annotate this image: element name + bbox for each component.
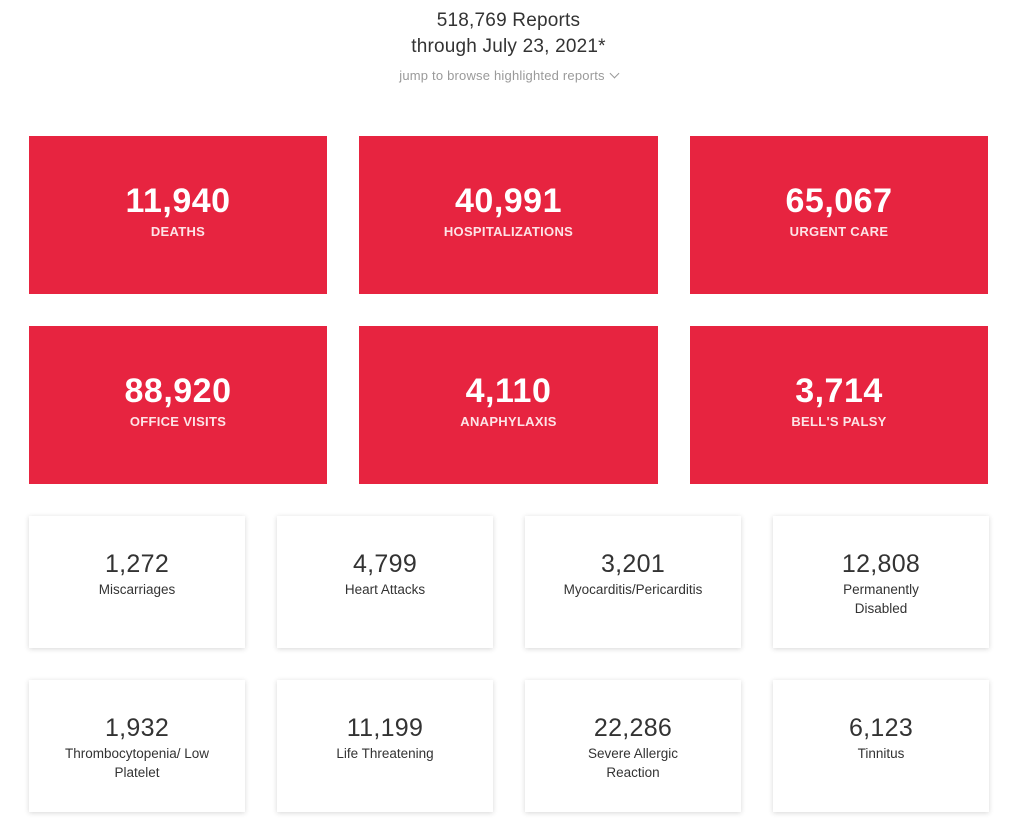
stat-value: 6,123 xyxy=(848,714,914,742)
stat-card-urgent-care[interactable]: 65,067 URGENT CARE xyxy=(690,136,988,294)
stat-card-permanently-disabled[interactable]: 12,808 Permanently Disabled xyxy=(773,516,989,648)
stat-card-hospitalizations[interactable]: 40,991 HOSPITALIZATIONS xyxy=(359,136,658,294)
stat-label: Life Threatening xyxy=(336,746,434,761)
stat-label: BELL'S PALSY xyxy=(791,414,887,429)
stat-value: 4,110 xyxy=(465,372,552,410)
jump-link-label: jump to browse highlighted reports xyxy=(399,68,605,83)
stat-label: URGENT CARE xyxy=(789,224,889,239)
stat-label: Tinnitus xyxy=(857,746,905,761)
report-date: through July 23, 2021* xyxy=(411,36,606,57)
stat-card-tinnitus[interactable]: 6,123 Tinnitus xyxy=(773,680,989,812)
stat-card-anaphylaxis[interactable]: 4,110 ANAPHYLAXIS xyxy=(359,326,658,484)
jump-to-highlighted-reports-link[interactable]: jump to browse highlighted reports xyxy=(399,68,620,83)
stat-card-myocarditis-pericarditis[interactable]: 3,201 Myocarditis/Pericarditis xyxy=(525,516,741,648)
stat-label: DEATHS xyxy=(150,224,206,239)
stat-label: Heart Attacks xyxy=(344,582,426,597)
stat-value: 1,932 xyxy=(104,714,170,742)
chevron-down-icon xyxy=(609,68,620,79)
stat-value: 11,199 xyxy=(346,714,424,742)
stat-value: 11,940 xyxy=(125,182,231,220)
stat-card-office-visits[interactable]: 88,920 OFFICE VISITS xyxy=(29,326,327,484)
stat-card-bells-palsy[interactable]: 3,714 BELL'S PALSY xyxy=(690,326,988,484)
total-reports: 518,769 Reports xyxy=(436,10,581,31)
stat-value: 12,808 xyxy=(841,550,921,578)
secondary-stats-grid: 1,272 Miscarriages 4,799 Heart Attacks 3… xyxy=(29,516,989,812)
stat-card-life-threatening[interactable]: 11,199 Life Threatening xyxy=(277,680,493,812)
stat-value: 40,991 xyxy=(455,182,562,220)
stat-value: 22,286 xyxy=(593,714,673,742)
stat-card-heart-attacks[interactable]: 4,799 Heart Attacks xyxy=(277,516,493,648)
stat-label: ANAPHYLAXIS xyxy=(460,414,557,429)
report-summary-header: 518,769 Reports through July 23, 2021* j… xyxy=(0,8,1017,85)
stat-card-severe-allergic-reaction[interactable]: 22,286 Severe Allergic Reaction xyxy=(525,680,741,812)
stat-card-miscarriages[interactable]: 1,272 Miscarriages xyxy=(29,516,245,648)
stat-label: HOSPITALIZATIONS xyxy=(443,224,574,239)
stat-value: 3,201 xyxy=(600,550,666,578)
stat-value: 3,714 xyxy=(795,372,883,410)
stat-card-deaths[interactable]: 11,940 DEATHS xyxy=(29,136,327,294)
stat-label: Permanently Disabled xyxy=(843,582,919,616)
primary-stats-grid: 11,940 DEATHS 40,991 HOSPITALIZATIONS 65… xyxy=(29,136,988,484)
stat-label: Miscarriages xyxy=(98,582,176,597)
stat-label: Myocarditis/Pericarditis xyxy=(563,582,703,597)
stat-value: 4,799 xyxy=(352,550,418,578)
stat-value: 88,920 xyxy=(124,372,232,410)
stat-card-thrombocytopenia[interactable]: 1,932 Thrombocytopenia/ Low Platelet xyxy=(29,680,245,812)
stat-label: Severe Allergic Reaction xyxy=(587,746,679,780)
stat-value: 65,067 xyxy=(785,182,893,220)
stat-label: Thrombocytopenia/ Low Platelet xyxy=(64,746,210,780)
stat-value: 1,272 xyxy=(104,550,170,578)
stat-label: OFFICE VISITS xyxy=(129,414,227,429)
